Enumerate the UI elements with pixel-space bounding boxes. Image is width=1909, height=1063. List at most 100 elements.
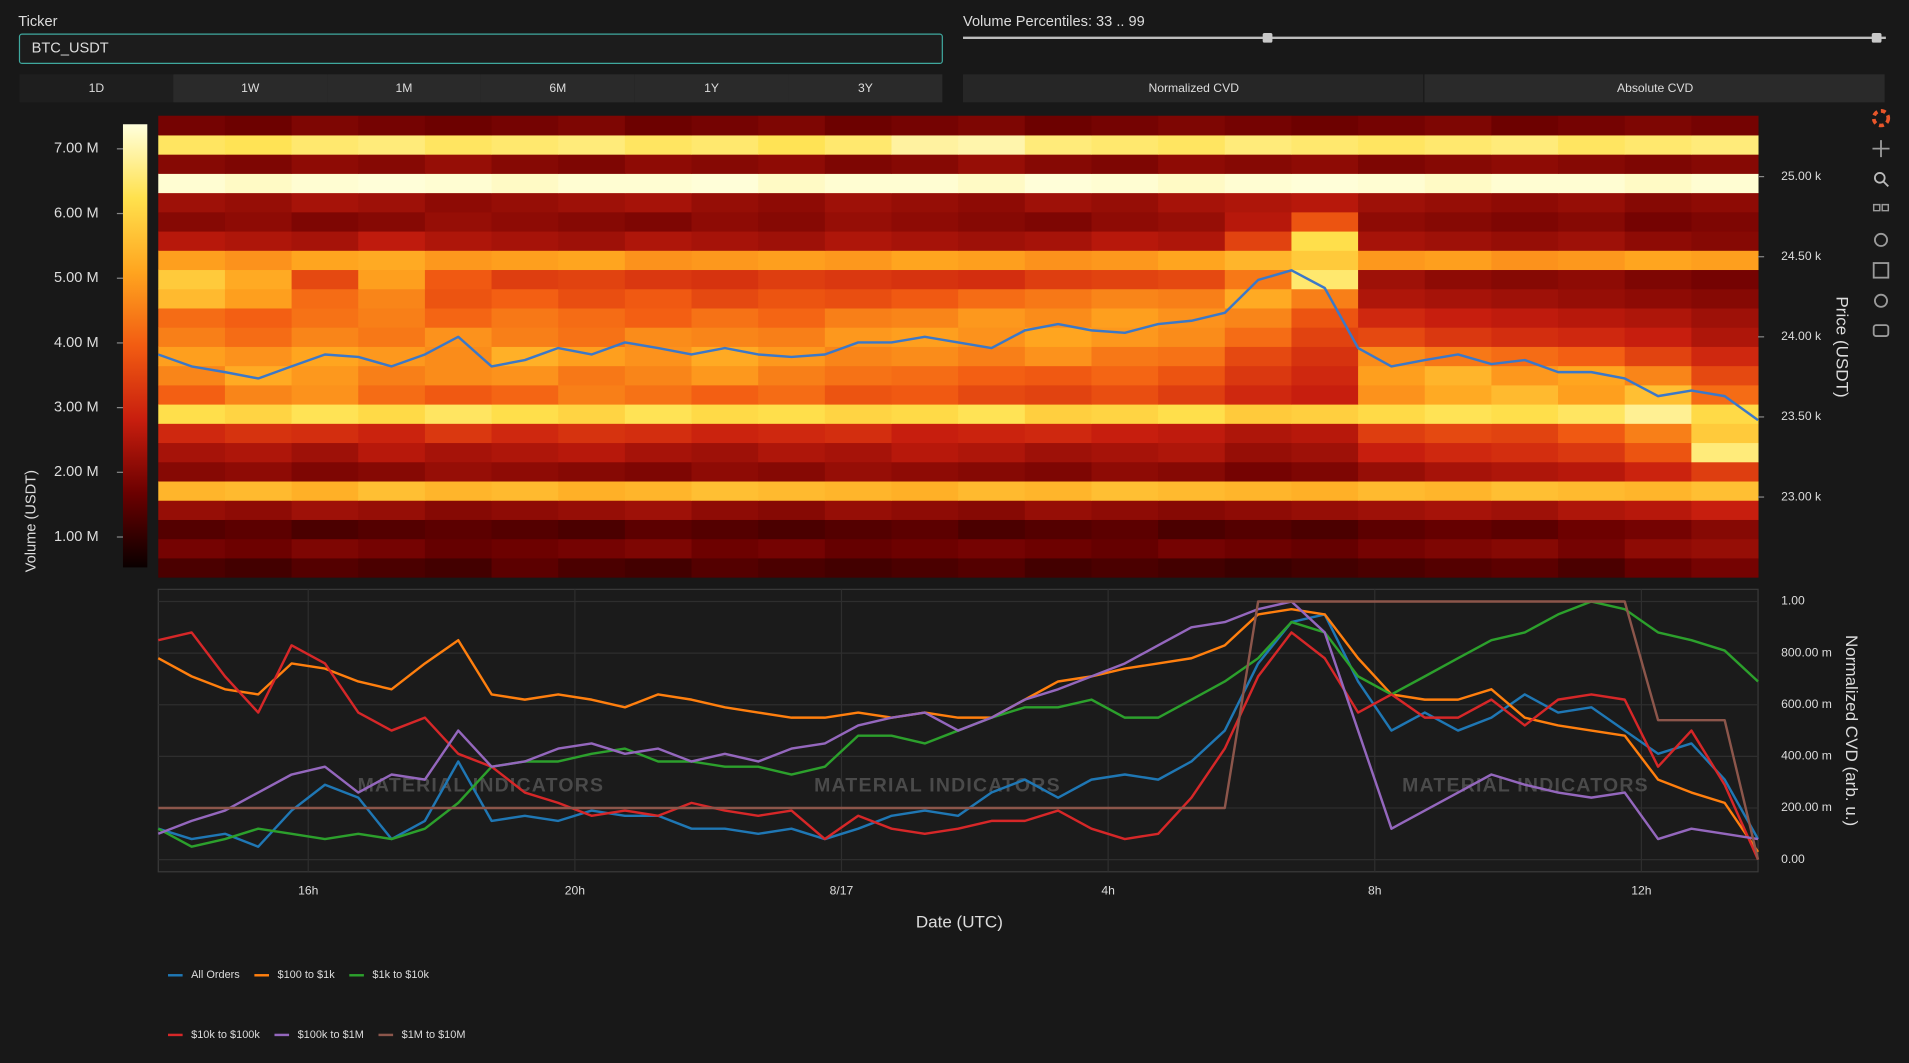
logo[interactable] xyxy=(1871,109,1891,128)
heatmap-cell xyxy=(1624,192,1692,213)
heatmap-cell xyxy=(691,481,759,501)
x-tick-label: 12h xyxy=(1631,883,1651,897)
legend-label[interactable]: $100 to $1k xyxy=(278,969,336,981)
heatmap-cell xyxy=(1691,346,1759,367)
heatmap-cell xyxy=(1024,519,1092,540)
heatmap-cell xyxy=(958,115,1026,136)
ticker-value[interactable]: BTC_USDT xyxy=(32,41,109,57)
heatmap-cell xyxy=(1424,211,1492,232)
heatmap-cell xyxy=(1424,327,1492,347)
heatmap-cell xyxy=(358,519,426,540)
legend-label[interactable]: All Orders xyxy=(191,969,240,981)
heatmap-cell xyxy=(958,327,1026,347)
heatmap-cell xyxy=(958,500,1026,520)
autoscale-icon[interactable] xyxy=(1872,203,1890,212)
line xyxy=(157,631,1760,861)
heatmap-cell xyxy=(1691,269,1759,290)
heatmap-cell xyxy=(1091,173,1159,194)
heatmap-cell xyxy=(1158,404,1226,424)
heatmap-cell xyxy=(1491,288,1559,309)
heatmap-cell xyxy=(891,288,959,309)
heatmap-cell xyxy=(824,307,892,328)
range-button-label[interactable]: 1W xyxy=(241,81,260,95)
heatmap-cell xyxy=(758,327,826,347)
mode-button[interactable] xyxy=(1424,74,1885,103)
zoom-handle[interactable] xyxy=(1882,180,1889,187)
range-button[interactable] xyxy=(327,74,481,103)
mode-button-label[interactable]: Absolute CVD xyxy=(1617,81,1694,95)
ticker-input[interactable] xyxy=(18,33,943,64)
heatmap-cell xyxy=(958,250,1026,271)
heatmap-cell xyxy=(1224,231,1292,251)
heatmap-cell xyxy=(891,269,959,290)
hover-icon[interactable] xyxy=(1872,324,1890,338)
heatmap-cell xyxy=(158,250,226,271)
range-button[interactable] xyxy=(634,74,789,103)
heatmap-cell xyxy=(158,423,226,444)
heatmap-cell xyxy=(758,231,826,251)
heatmap-cell xyxy=(1024,154,1092,174)
slider-handle[interactable] xyxy=(1871,32,1882,43)
reset-icon[interactable] xyxy=(1873,232,1888,247)
heatmap-cell xyxy=(1691,307,1759,328)
heatmap-cell xyxy=(158,461,226,482)
heatmap-cell xyxy=(158,288,226,309)
heatmap-cell xyxy=(424,500,493,520)
heatmap-cell xyxy=(824,134,892,155)
legend-label[interactable]: $100k to $1M xyxy=(298,1029,364,1041)
zoom-icon[interactable] xyxy=(1873,172,1886,184)
heatmap-cell xyxy=(491,500,559,520)
heatmap-cell xyxy=(691,134,759,155)
heatmap-cell xyxy=(1624,288,1692,309)
colorbar-tick-label: 3.00 M xyxy=(54,399,99,415)
range-button-label[interactable]: 1Y xyxy=(704,81,719,95)
watermark: MATERIAL INDICATORS xyxy=(814,775,1061,797)
heatmap-cell xyxy=(558,481,626,501)
slider-handle[interactable] xyxy=(1262,32,1273,43)
heatmap-cell xyxy=(1424,442,1492,463)
range-button-label[interactable]: 1D xyxy=(89,81,105,95)
range-button[interactable] xyxy=(480,74,635,103)
heatmap-cell xyxy=(158,307,226,328)
pan-icon[interactable] xyxy=(1872,140,1890,158)
heatmap-cell xyxy=(1024,231,1092,251)
heatmap-cell xyxy=(624,192,693,213)
heatmap-cell xyxy=(1291,461,1359,482)
y-tick-label: 24.00 k xyxy=(1781,329,1822,343)
range-button[interactable] xyxy=(173,74,328,103)
heatmap-cell xyxy=(1691,365,1759,386)
range-button[interactable] xyxy=(19,74,174,103)
save-icon[interactable] xyxy=(1872,262,1890,279)
watermark: MATERIAL INDICATORS xyxy=(358,775,605,797)
range-button-label[interactable]: 3Y xyxy=(858,81,873,95)
legend-label[interactable]: $10k to $100k xyxy=(191,1029,260,1041)
colorbar-tick-label: 2.00 M xyxy=(54,464,99,480)
heatmap-cell xyxy=(1358,442,1426,463)
heatmap-cell xyxy=(491,557,559,578)
mode-button-label[interactable]: Normalized CVD xyxy=(1148,81,1239,95)
range-button[interactable] xyxy=(788,74,943,103)
heatmap-cell xyxy=(1691,211,1759,232)
range-button-label[interactable]: 6M xyxy=(549,81,566,95)
heatmap-cell xyxy=(1291,307,1359,328)
heatmap-cell xyxy=(1024,442,1092,463)
heatmap-cell xyxy=(1558,538,1626,559)
spike-icon[interactable] xyxy=(1873,293,1888,308)
heatmap-cell xyxy=(158,538,226,559)
heatmap-cell xyxy=(424,231,493,251)
range-button-label[interactable]: 1M xyxy=(396,81,413,95)
heatmap-cell xyxy=(1224,154,1292,174)
legend-label[interactable]: $1M to $10M xyxy=(402,1029,466,1041)
heatmap-cell xyxy=(1158,538,1226,559)
legend-label[interactable]: $1k to $10k xyxy=(372,969,429,981)
heatmap-cell xyxy=(824,423,892,444)
mode-button[interactable] xyxy=(963,74,1424,103)
heatmap-cell xyxy=(1358,115,1426,136)
heatmap-cell xyxy=(758,384,826,405)
heatmap-cell xyxy=(424,154,493,174)
heatmap-cell xyxy=(1358,423,1426,444)
heatmap-cell xyxy=(624,365,693,386)
heatmap-cell xyxy=(758,538,826,559)
heatmap-cell xyxy=(1491,538,1559,559)
heatmap-cell xyxy=(1091,481,1159,501)
